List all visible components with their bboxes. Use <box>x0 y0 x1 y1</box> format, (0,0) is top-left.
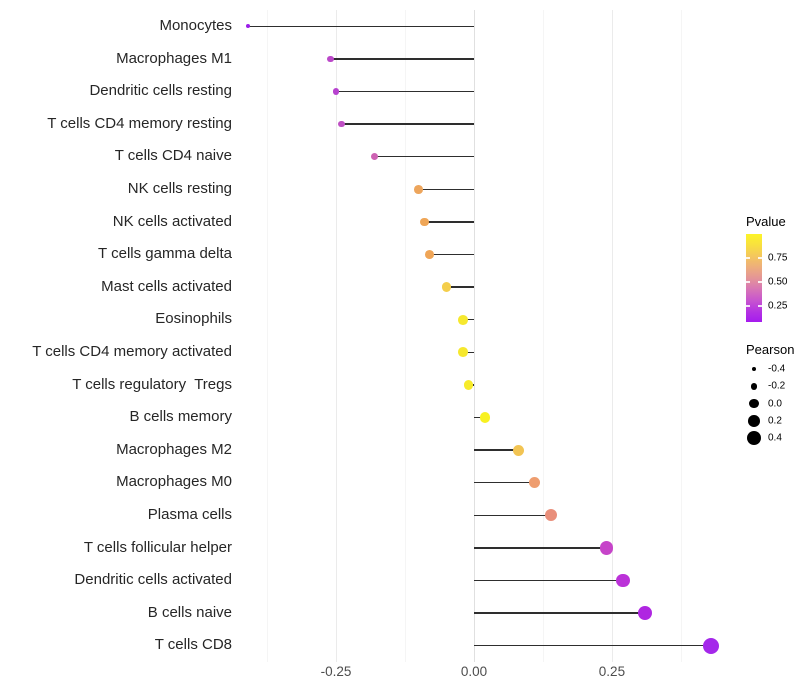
lollipop-stem <box>473 416 485 419</box>
pearson-size-dot <box>748 415 760 427</box>
y-axis-label: B cells memory <box>129 408 232 426</box>
colorbar-tick <box>758 304 762 307</box>
data-point <box>425 250 435 259</box>
grid-major-line <box>611 10 613 662</box>
colorbar-tick <box>746 281 750 283</box>
pearson-size-dot <box>750 382 758 390</box>
lollipop-stem <box>330 58 474 60</box>
data-point <box>441 282 452 292</box>
x-axis-tick-label: 0.25 <box>598 664 626 679</box>
data-point <box>327 55 334 63</box>
colorbar-tick <box>758 257 762 259</box>
y-axis-label: T cells CD8 <box>154 636 232 654</box>
lollipop-stem <box>473 547 607 549</box>
y-axis-label: NK cells activated <box>112 212 232 230</box>
lollipop-stem <box>462 351 474 353</box>
lollipop-stem <box>473 514 552 516</box>
colorbar-tick <box>758 281 762 283</box>
data-point <box>338 120 345 128</box>
data-point <box>616 573 630 588</box>
data-point <box>332 88 340 95</box>
y-axis-label: Macrophages M1 <box>116 49 232 67</box>
y-axis-label: T cells regulatory Tregs <box>72 375 232 393</box>
y-axis-label: T cells CD4 naive <box>114 147 232 165</box>
data-point <box>512 444 524 456</box>
data-point <box>479 412 491 423</box>
lollipop-stem <box>462 319 474 321</box>
grid-minor-line <box>542 10 544 662</box>
colorbar-tick <box>746 304 750 307</box>
plot-panel <box>240 10 735 662</box>
colorbar-tick-label: 0.50 <box>768 276 788 288</box>
pearson-size-label: 0.0 <box>768 398 782 410</box>
y-axis-label: Dendritic cells activated <box>74 571 232 589</box>
grid-major-line <box>336 10 338 662</box>
lollipop-stem <box>374 156 474 158</box>
y-axis-label: Dendritic cells resting <box>89 82 232 100</box>
zero-gridline <box>473 10 475 662</box>
y-axis-label: Mast cells activated <box>101 277 232 295</box>
data-point <box>245 24 250 29</box>
pearson-size-label: 0.4 <box>768 432 782 444</box>
pearson-size-dot <box>751 366 757 372</box>
data-point <box>528 476 541 489</box>
y-axis-label: Eosinophils <box>155 310 232 328</box>
pearson-size-label: -0.2 <box>768 380 786 392</box>
pearson-size-label: 0.2 <box>768 415 782 427</box>
y-axis-label: Plasma cells <box>147 506 232 523</box>
pvalue-legend-title: Pvalue <box>746 214 786 229</box>
pearson-size-label: -0.4 <box>768 363 786 375</box>
pearson-size-dot <box>746 431 762 446</box>
data-point <box>637 605 653 621</box>
data-point <box>419 217 429 227</box>
lollipop-stem <box>473 449 519 451</box>
data-point <box>370 152 379 161</box>
y-axis-label: T cells CD4 memory activated <box>32 343 232 360</box>
data-point <box>458 347 468 358</box>
data-point <box>463 379 474 390</box>
lollipop-stem <box>336 90 474 93</box>
pvalue-colorbar <box>746 234 762 322</box>
colorbar-tick <box>746 257 750 259</box>
lollipop-stem <box>473 579 623 582</box>
pearson-size-dot <box>749 399 759 409</box>
data-point <box>458 314 468 325</box>
y-axis-label: T cells follicular helper <box>83 538 232 556</box>
lollipop-stem <box>429 253 474 256</box>
lollipop-stem <box>473 482 535 484</box>
lollipop-stem <box>446 286 474 288</box>
y-axis-label: NK cells resting <box>127 180 232 197</box>
y-axis-label: T cells gamma delta <box>98 245 232 263</box>
legend: Pvalue 0.75 0.50 0.25 Pearson -0.4 -0.2 0.0 0… <box>746 214 800 454</box>
y-axis-label: Macrophages M0 <box>116 473 232 491</box>
lollipop-stem <box>424 221 474 223</box>
grid-minor-line <box>405 10 406 662</box>
y-axis-label: T cells CD4 memory resting <box>47 114 232 132</box>
lollipop-stem <box>473 645 712 647</box>
y-axis-label: Monocytes <box>159 17 232 34</box>
grid-minor-line <box>267 10 269 662</box>
data-point <box>599 541 614 555</box>
lollipop-stem <box>247 25 474 27</box>
data-point <box>703 637 720 654</box>
lollipop-stem <box>418 188 474 190</box>
pearson-legend-title: Pearson <box>746 342 795 357</box>
lollipop-stem <box>341 123 474 125</box>
colorbar-tick-label: 0.25 <box>768 300 788 312</box>
y-axis-label: B cells naive <box>147 603 232 621</box>
y-axis-label: Macrophages M2 <box>116 440 232 458</box>
grid-minor-line <box>680 10 682 662</box>
data-point <box>414 185 424 194</box>
colorbar-tick-label: 0.75 <box>768 252 788 264</box>
x-axis-tick-label: 0.00 <box>460 664 488 679</box>
data-point <box>545 509 558 522</box>
x-axis-tick-label: -0.25 <box>320 664 352 679</box>
lollipop-stem <box>473 612 646 614</box>
